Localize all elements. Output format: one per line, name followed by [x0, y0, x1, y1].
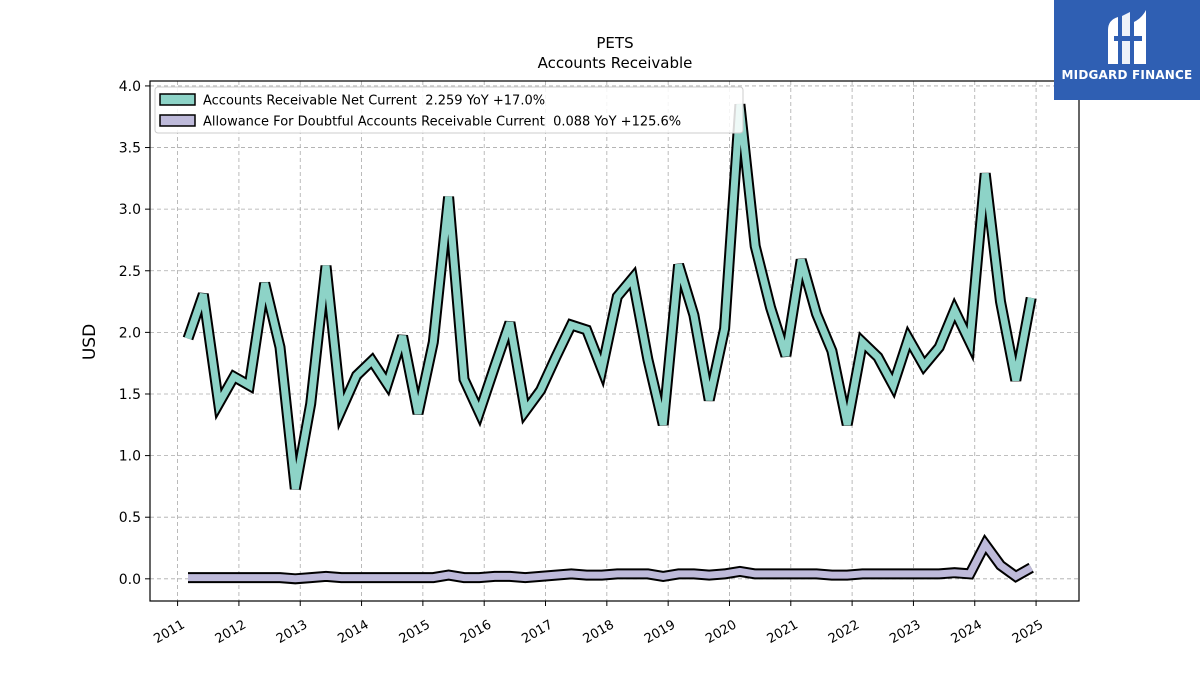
- x-tick-label: 2019: [642, 617, 678, 647]
- x-axis: 2011 2012 2013 2014 2015 2016 2017 2018 2019 2020…: [151, 601, 1046, 647]
- x-tick-label: 2020: [703, 617, 739, 647]
- legend-swatch-0: [159, 93, 196, 106]
- y-tick-label: 1.0: [119, 449, 141, 465]
- y-tick-label: 0.0: [119, 572, 141, 588]
- x-tick-label: 2021: [765, 617, 801, 647]
- x-tick-label: 2025: [1010, 617, 1046, 647]
- series-layer: [182, 103, 1037, 585]
- x-tick-label: 2022: [826, 617, 862, 647]
- y-tick-label: 2.0: [119, 325, 141, 341]
- chart-title: PETS: [596, 34, 633, 52]
- legend-box: [154, 86, 744, 134]
- y-tick-label: 0.5: [119, 510, 141, 526]
- y-axis-label: USD: [80, 324, 100, 360]
- y-tick-label: 4.0: [119, 79, 141, 95]
- legend-label-0: Accounts Receivable Net Current 2.259 Yo…: [203, 94, 545, 109]
- x-tick-label: 2015: [397, 617, 433, 647]
- x-tick-label: 2024: [949, 617, 985, 647]
- x-tick-label: 2016: [458, 617, 494, 647]
- legend-label-1: Allowance For Doubtful Accounts Receivab…: [203, 115, 681, 130]
- x-tick-label: 2023: [887, 617, 923, 647]
- y-tick-label: 1.5: [119, 387, 141, 403]
- brand-name: MIDGARD FINANCE: [1061, 68, 1193, 82]
- y-tick-label: 3.5: [119, 141, 141, 157]
- series-0-outline: [182, 103, 1037, 490]
- y-tick-label: 3.0: [119, 202, 141, 218]
- x-tick-label: 2017: [519, 617, 555, 647]
- plot-frame: [149, 80, 1080, 602]
- y-axis: 0.0 0.5 1.0 1.5 2.0 2.5 3.0 3.5 4.0: [119, 79, 150, 588]
- chart-subtitle: Accounts Receivable: [538, 54, 693, 72]
- series-0-line: [184, 104, 1035, 490]
- x-tick-label: 2013: [274, 617, 310, 647]
- y-tick-label: 2.5: [119, 264, 141, 280]
- x-tick-label: 2018: [581, 617, 617, 647]
- x-tick-label: 2011: [151, 617, 187, 647]
- x-tick-label: 2014: [335, 617, 371, 647]
- legend: Accounts Receivable Net Current 2.259 Yo…: [154, 86, 744, 134]
- midgard-logo-icon: [1108, 10, 1146, 64]
- x-tick-label: 2012: [213, 617, 249, 647]
- series-1-line: [188, 537, 1033, 583]
- legend-swatch-1: [159, 114, 196, 127]
- brand-logo: MIDGARD FINANCE: [1054, 0, 1200, 100]
